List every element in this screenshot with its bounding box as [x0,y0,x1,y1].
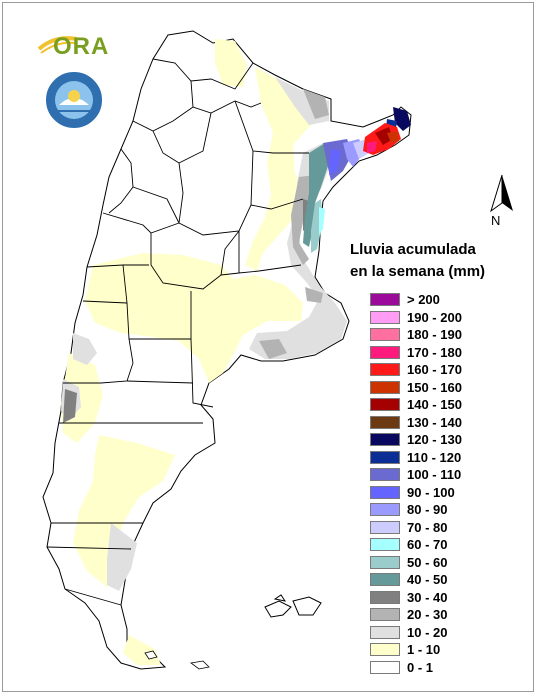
legend-item: 30 - 40 [370,589,520,607]
rainfall-legend: > 200 190 - 200 180 - 190 170 - 180 160 - 17… [370,291,520,676]
legend-item: 170 - 180 [370,344,520,362]
ora-logo-text: ORA [53,33,110,60]
legend-label: 50 - 60 [407,554,448,570]
legend-label: 160 - 170 [407,362,462,377]
rain-zone-70-130 [323,107,411,181]
legend-item: 120 - 130 [370,431,520,449]
legend-title: Lluvia acumulada en la semana (mm) [350,239,530,283]
legend-label: 90 - 100 [407,484,455,500]
legend-swatch [370,520,400,534]
legend-label: 30 - 40 [407,589,448,605]
southern-islands [144,650,210,670]
rain-zone-40-80 [303,143,329,253]
legend-swatch [370,485,400,499]
legend-item: 160 - 170 [370,361,520,379]
legend-label: 40 - 50 [407,572,448,587]
legend-label: 20 - 30 [407,607,448,622]
legend-label: 140 - 150 [407,397,462,412]
legend-item: 150 - 160 [370,379,520,397]
legend-swatch [370,328,400,341]
argentina-rainfall-map [42,30,412,670]
legend-label: 10 - 20 [407,624,448,640]
legend-item: 40 - 50 [370,571,520,589]
legend-item: 10 - 20 [370,624,520,642]
legend-swatch [370,573,400,586]
legend-swatch [370,345,400,359]
legend-swatch [370,538,400,551]
legend-swatch [370,625,400,639]
north-label: N [491,213,501,228]
legend-swatch [370,608,400,621]
north-arrow: N [485,173,519,233]
legend-item: 140 - 150 [370,396,520,414]
legend-label: 150 - 160 [407,379,462,395]
legend-swatch [370,380,400,394]
rain-zone-high [363,123,401,155]
legend-item: 190 - 200 [370,309,520,327]
legend-swatch [370,450,400,464]
legend-swatch [370,433,400,446]
legend-swatch [370,310,400,324]
legend-item: 1 - 10 [370,641,520,659]
smn-emblem [43,69,105,131]
legend-label: 120 - 130 [407,432,462,447]
legend-label: > 200 [407,292,440,307]
legend-label: 100 - 110 [407,467,462,482]
legend-item: > 200 [370,291,520,309]
smn-emblem-icon [44,70,104,130]
ora-swoosh-icon [37,36,78,54]
legend-label: 1 - 10 [407,642,441,657]
legend-swatch [370,590,400,604]
legend-title-line-1: Lluvia acumulada [350,241,476,258]
legend-item: 20 - 30 [370,606,520,624]
legend-swatch [370,468,400,481]
legend-item: 80 - 90 [370,501,520,519]
legend-swatch [370,415,400,429]
legend-swatch [370,293,400,306]
legend-label: 70 - 80 [407,519,448,535]
legend-item: 60 - 70 [370,536,520,554]
legend-label: 80 - 90 [407,502,448,517]
legend-swatch [370,363,400,376]
north-arrow-icon [490,174,513,213]
legend-label: 110 - 120 [407,449,462,465]
legend-label: 190 - 200 [407,309,462,325]
legend-swatch [370,643,400,656]
legend-label: 60 - 70 [407,537,448,552]
legend-item: 110 - 120 [370,449,520,467]
legend-item: 50 - 60 [370,554,520,572]
legend-swatch [370,398,400,411]
legend-swatch [370,555,400,569]
legend-item: 180 - 190 [370,326,520,344]
legend-item: 100 - 110 [370,466,520,484]
legend-item: 0 - 1 [370,659,520,677]
legend-label: 170 - 180 [407,344,462,360]
legend-swatch [370,503,400,516]
legend-item: 130 - 140 [370,414,520,432]
legend-label: 0 - 1 [407,659,434,675]
legend-title-line-2: en la semana (mm) [350,263,486,280]
legend-label: 130 - 140 [407,414,462,430]
malvinas-islands [264,594,322,618]
legend-swatch [370,660,400,674]
legend-label: 180 - 190 [407,327,462,342]
province-borders [46,58,309,606]
legend-item: 90 - 100 [370,484,520,502]
legend-item: 70 - 80 [370,519,520,537]
ora-logo: ORA [37,31,110,61]
